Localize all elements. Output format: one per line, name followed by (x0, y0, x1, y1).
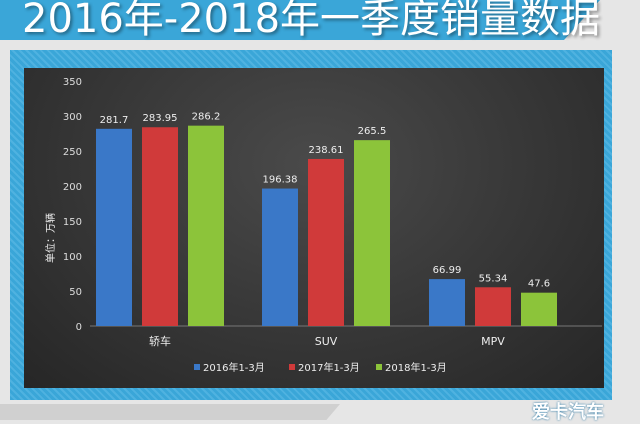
bar (96, 128, 132, 326)
data-label: 55.34 (479, 273, 508, 284)
legend-label: 2018年1-3月 (385, 361, 447, 374)
legend-label: 2016年1-3月 (203, 361, 265, 374)
data-label: 66.99 (433, 265, 462, 276)
data-label: 265.5 (358, 126, 387, 137)
y-tick-label: 150 (63, 217, 82, 228)
data-label: 286.2 (192, 112, 221, 123)
data-label: 283.95 (143, 113, 178, 124)
y-tick-label: 200 (63, 182, 82, 193)
legend-marker (194, 364, 200, 370)
y-tick-label: 0 (76, 322, 82, 333)
bar (308, 158, 344, 326)
legend-marker (289, 364, 295, 370)
data-label: 196.38 (263, 175, 298, 186)
y-axis-label: 单位：万辆 (44, 213, 57, 263)
bar (475, 287, 511, 326)
y-tick-label: 50 (69, 287, 82, 298)
y-tick-label: 350 (63, 77, 82, 88)
x-tick-label: MPV (481, 335, 505, 348)
bar (142, 127, 178, 326)
y-tick-label: 300 (63, 112, 82, 123)
bar (354, 140, 390, 326)
bar (429, 279, 465, 326)
data-label: 238.61 (309, 145, 344, 156)
y-tick-label: 100 (63, 252, 82, 263)
legend-marker (376, 364, 382, 370)
footer-strip (0, 404, 340, 420)
data-label: 47.6 (528, 279, 550, 290)
data-label: 281.7 (100, 115, 129, 126)
title-banner (0, 0, 600, 40)
logo: 爱卡汽车 (532, 402, 604, 423)
y-tick-label: 250 (63, 147, 82, 158)
page-title: 2016年-2018年一季度销量数据 (22, 0, 601, 42)
bar (188, 125, 224, 326)
legend-label: 2017年1-3月 (298, 361, 360, 374)
bar (521, 292, 557, 326)
bar (262, 188, 298, 326)
x-tick-label: 轿车 (149, 334, 171, 348)
x-tick-label: SUV (315, 335, 338, 348)
